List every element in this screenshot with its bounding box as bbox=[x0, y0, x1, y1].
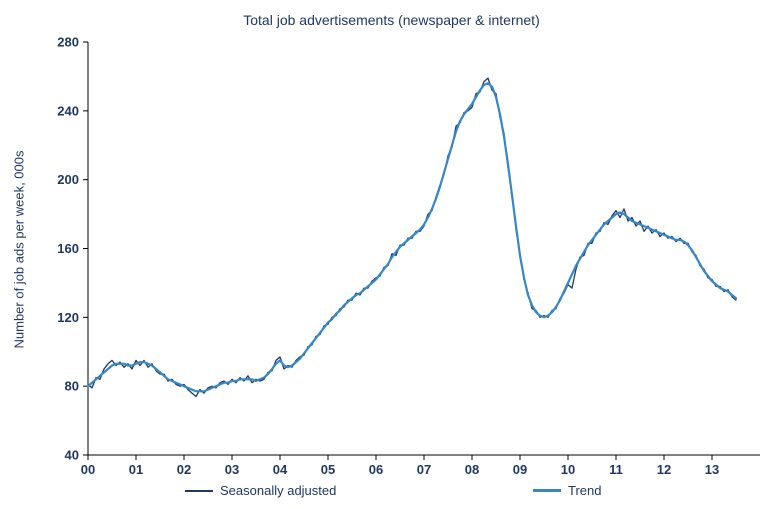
legend-label-seasonally-adjusted: Seasonally adjusted bbox=[220, 483, 337, 498]
y-tick-label: 160 bbox=[57, 241, 79, 256]
x-tick-label: 11 bbox=[609, 462, 623, 477]
chart-title: Total job advertisements (newspaper & in… bbox=[243, 12, 540, 28]
x-tick-label: 08 bbox=[465, 462, 479, 477]
y-tick-label: 240 bbox=[57, 103, 79, 118]
y-tick-label: 280 bbox=[57, 35, 79, 50]
y-axis-label: Number of job ads per week, 000s bbox=[11, 150, 27, 349]
x-tick-label: 12 bbox=[657, 462, 671, 477]
x-tick-label: 06 bbox=[369, 462, 383, 477]
x-tick-label: 07 bbox=[417, 462, 431, 477]
y-tick-label: 80 bbox=[65, 379, 79, 394]
legend-item-seasonally-adjusted: Seasonally adjusted bbox=[185, 483, 336, 498]
x-tick-label: 09 bbox=[513, 462, 527, 477]
y-tick-label: 40 bbox=[65, 448, 79, 463]
series-line-seasonally-adjusted bbox=[87, 77, 737, 398]
x-tick-label: 00 bbox=[81, 462, 95, 477]
legend-label-trend: Trend bbox=[568, 483, 602, 498]
legend-item-trend: Trend bbox=[533, 483, 601, 498]
x-tick-label: 05 bbox=[321, 462, 335, 477]
x-tick-label: 01 bbox=[129, 462, 143, 477]
trend-line-swatch bbox=[533, 489, 561, 492]
series-line-trend bbox=[86, 82, 738, 393]
x-tick-label: 02 bbox=[177, 462, 191, 477]
x-tick-label: 13 bbox=[705, 462, 719, 477]
x-tick-label: 03 bbox=[225, 462, 239, 477]
seasonally-adjusted-line-swatch bbox=[185, 489, 213, 492]
x-tick-label: 10 bbox=[561, 462, 575, 477]
x-tick-label: 04 bbox=[273, 462, 288, 477]
legend: Seasonally adjusted Trend bbox=[0, 483, 783, 505]
y-tick-label: 200 bbox=[57, 172, 79, 187]
y-tick-label: 120 bbox=[57, 310, 79, 325]
